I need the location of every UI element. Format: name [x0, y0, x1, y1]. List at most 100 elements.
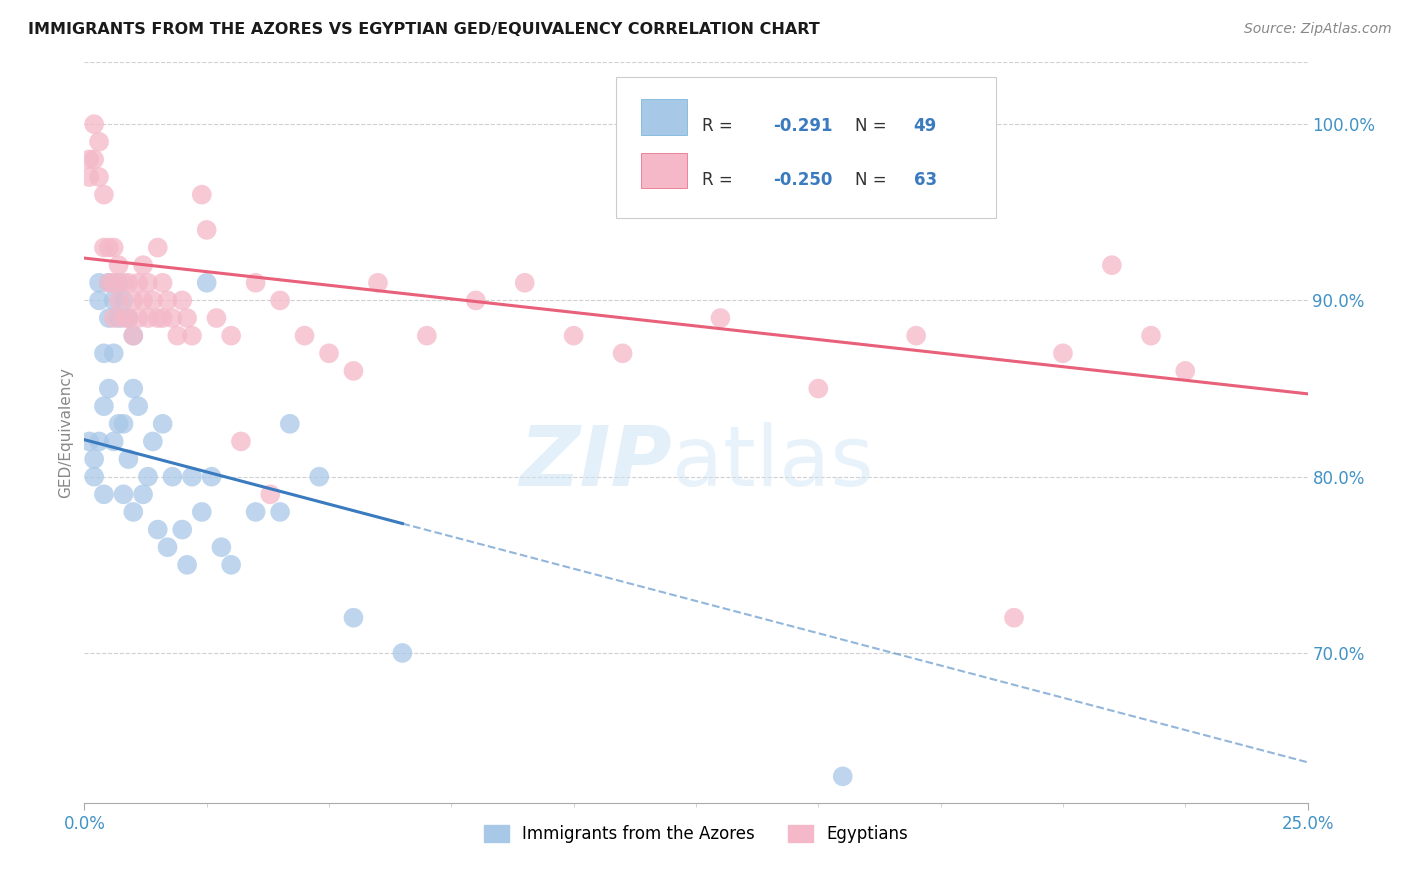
Point: [112, 311, 135, 326]
Point: [103, 240, 125, 254]
Point: [152, 311, 174, 326]
Point: [132, 487, 155, 501]
Point: [93, 346, 115, 360]
Point: [122, 328, 145, 343]
Text: R =: R =: [702, 170, 738, 188]
Point: [127, 311, 149, 326]
Point: [112, 276, 135, 290]
Point: [905, 328, 928, 343]
Point: [83, 452, 105, 467]
Point: [205, 311, 228, 326]
Text: 49: 49: [914, 117, 936, 136]
Point: [191, 187, 214, 202]
Bar: [641, 153, 688, 188]
Point: [83, 117, 105, 131]
Point: [103, 434, 125, 449]
Point: [191, 505, 214, 519]
Point: [195, 223, 218, 237]
Text: ZIP: ZIP: [519, 422, 672, 503]
Point: [107, 276, 129, 290]
Text: N =: N =: [855, 170, 891, 188]
Point: [259, 487, 281, 501]
Point: [1101, 258, 1123, 272]
Point: [97, 240, 120, 254]
Point: [97, 276, 120, 290]
Point: [97, 382, 120, 396]
Point: [162, 311, 184, 326]
Point: [112, 293, 135, 308]
Point: [93, 487, 115, 501]
Bar: [641, 99, 688, 135]
Point: [513, 276, 536, 290]
Point: [132, 258, 155, 272]
Point: [269, 293, 291, 308]
Point: [172, 293, 194, 308]
Point: [342, 611, 364, 625]
Point: [245, 276, 267, 290]
Point: [132, 293, 155, 308]
Point: [103, 293, 125, 308]
Point: [318, 346, 340, 360]
Point: [269, 505, 291, 519]
Point: [77, 434, 100, 449]
Point: [127, 399, 149, 413]
Point: [122, 293, 145, 308]
Point: [122, 505, 145, 519]
Point: [342, 364, 364, 378]
Point: [107, 311, 129, 326]
Point: [709, 311, 731, 326]
Point: [87, 434, 110, 449]
Point: [117, 276, 139, 290]
Point: [156, 293, 179, 308]
Point: [245, 505, 267, 519]
Text: -0.250: -0.250: [773, 170, 832, 188]
Text: Source: ZipAtlas.com: Source: ZipAtlas.com: [1244, 22, 1392, 37]
Point: [209, 540, 232, 554]
Point: [1140, 328, 1163, 343]
Text: N =: N =: [855, 117, 891, 136]
Text: IMMIGRANTS FROM THE AZORES VS EGYPTIAN GED/EQUIVALENCY CORRELATION CHART: IMMIGRANTS FROM THE AZORES VS EGYPTIAN G…: [28, 22, 820, 37]
Point: [1002, 611, 1025, 625]
Point: [107, 417, 129, 431]
Point: [77, 153, 100, 167]
Point: [122, 328, 145, 343]
Point: [181, 469, 204, 483]
Point: [103, 276, 125, 290]
Point: [219, 558, 242, 572]
Point: [200, 469, 222, 483]
Point: [97, 276, 120, 290]
Point: [308, 469, 330, 483]
Point: [367, 276, 389, 290]
Point: [229, 434, 252, 449]
Point: [87, 276, 110, 290]
Point: [107, 258, 129, 272]
Point: [93, 187, 115, 202]
Point: [146, 311, 169, 326]
Point: [112, 417, 135, 431]
Point: [87, 135, 110, 149]
Point: [162, 469, 184, 483]
Point: [391, 646, 413, 660]
Point: [112, 487, 135, 501]
Point: [142, 293, 165, 308]
Legend: Immigrants from the Azores, Egyptians: Immigrants from the Azores, Egyptians: [477, 819, 915, 850]
Point: [87, 169, 110, 184]
Point: [156, 540, 179, 554]
Point: [152, 417, 174, 431]
Point: [103, 311, 125, 326]
Point: [172, 523, 194, 537]
Point: [831, 769, 853, 783]
Point: [1174, 364, 1197, 378]
Point: [142, 434, 165, 449]
Point: [117, 452, 139, 467]
Point: [93, 399, 115, 413]
Point: [136, 311, 159, 326]
Text: atlas: atlas: [672, 422, 873, 503]
Point: [152, 276, 174, 290]
Point: [117, 311, 139, 326]
Text: 63: 63: [914, 170, 936, 188]
Point: [146, 240, 169, 254]
Point: [97, 311, 120, 326]
Text: R =: R =: [702, 117, 738, 136]
FancyBboxPatch shape: [616, 78, 995, 218]
